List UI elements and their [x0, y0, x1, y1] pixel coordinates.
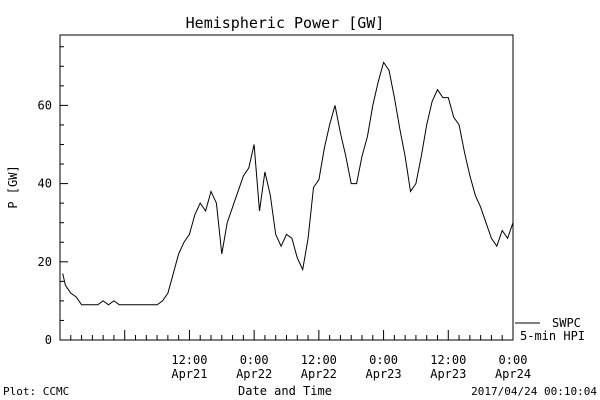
x-tick-label-date: Apr23 — [430, 367, 466, 381]
x-axis-label: Date and Time — [238, 384, 332, 398]
y-tick-label: 40 — [38, 177, 52, 191]
legend: SWPC 5-min HPI — [515, 316, 585, 343]
plot-area-frame — [59, 34, 514, 341]
x-tick-label-date: Apr22 — [301, 367, 337, 381]
x-tick-label-time: 12:00 — [171, 353, 207, 367]
y-axis-label: P [GW] — [6, 165, 20, 208]
x-tick-label-time: 0:00 — [240, 353, 269, 367]
x-axis-ticks: 12:00Apr210:00Apr2212:00Apr220:00Apr2312… — [59, 330, 531, 381]
x-tick-label-time: 0:00 — [499, 353, 528, 367]
chart-title: Hemispheric Power [GW] — [186, 14, 385, 32]
x-tick-label-date: Apr21 — [171, 367, 207, 381]
x-tick-label-date: Apr24 — [495, 367, 531, 381]
x-tick-label-date: Apr23 — [366, 367, 402, 381]
series-swpc-line — [62, 61, 514, 306]
legend-swpc-label: SWPC — [552, 316, 581, 330]
footer-plot-credit: Plot: CCMC — [3, 385, 69, 398]
footer-timestamp: 2017/04/24 00:10:04 — [471, 385, 597, 398]
x-tick-label-time: 12:00 — [301, 353, 337, 367]
x-tick-label-date: Apr22 — [236, 367, 272, 381]
x-tick-label-time: 0:00 — [369, 353, 398, 367]
y-tick-label: 60 — [38, 98, 52, 112]
y-axis-ticks: 0 20 40 60 — [38, 46, 68, 347]
y-tick-label: 0 — [45, 333, 52, 347]
legend-5min-hpi-label: 5-min HPI — [520, 329, 585, 343]
x-tick-label-time: 12:00 — [430, 353, 466, 367]
y-tick-label: 20 — [38, 255, 52, 269]
